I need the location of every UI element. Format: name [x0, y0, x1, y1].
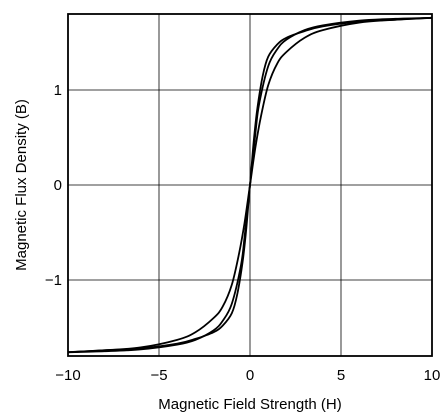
y-tick-label: 0	[54, 177, 62, 194]
x-tick-label: 5	[337, 367, 345, 384]
x-tick-label: −5	[150, 367, 167, 384]
x-tick-label: 10	[424, 367, 441, 384]
x-tick-label: 0	[246, 367, 254, 384]
x-axis-label: Magnetic Field Strength (H)	[158, 396, 341, 413]
series-lines	[67, 16, 433, 354]
tick-labels: −10 −5 0 5 10−101	[45, 82, 440, 384]
plot-frame	[67, 13, 433, 357]
y-tick-label: −1	[45, 272, 62, 289]
x-tick-label: −10	[55, 367, 80, 384]
y-axis-label: Magnetic Flux Density (B)	[13, 99, 30, 271]
y-tick-label: 1	[54, 82, 62, 99]
series-line-3	[67, 16, 433, 354]
